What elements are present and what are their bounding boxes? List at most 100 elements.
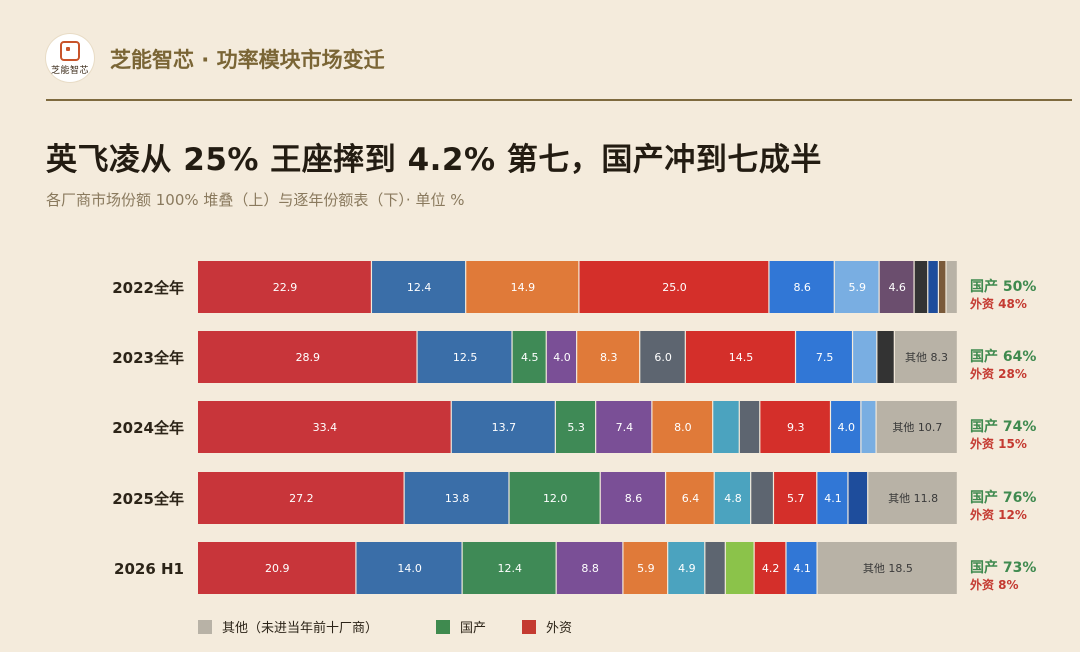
brand-title: 芝能智芯 · 功率模块市场变迁 (110, 48, 385, 72)
bar-segment (462, 542, 556, 594)
bar-segment (751, 472, 773, 524)
bar-segment (198, 472, 404, 524)
bar-segment (198, 331, 417, 383)
bar-segment (600, 472, 665, 524)
bar-segment (817, 472, 848, 524)
bar-segment (877, 331, 894, 383)
data-label: 8.6 (625, 492, 643, 505)
category-label: 2023全年 (112, 349, 184, 367)
bar-segment (556, 542, 623, 594)
data-label: 9.3 (787, 421, 805, 434)
bar-segment (848, 472, 868, 524)
bar-segment (685, 331, 795, 383)
data-label: 28.9 (296, 351, 321, 364)
foreign-share-label: 外资 12% (970, 507, 1027, 522)
bar-segment (577, 331, 640, 383)
data-label: 其他 8.3 (905, 351, 948, 364)
data-label: 5.9 (849, 281, 867, 294)
domestic-share-label: 国产 76% (970, 489, 1036, 506)
page-subtitle: 各厂商市场份额 100% 堆叠（上）与逐年份额表（下）· 单位 % (46, 191, 465, 209)
brand-logo: 芝能智芯 (46, 34, 94, 82)
bar-segment (853, 331, 877, 383)
legend-swatch-other (198, 619, 212, 634)
data-label: 4.1 (824, 492, 842, 505)
domestic-share-label: 国产 50% (970, 278, 1036, 295)
data-label: 13.8 (445, 492, 470, 505)
data-label: 20.9 (265, 562, 290, 575)
data-label: 12.4 (407, 281, 432, 294)
bar-segment (739, 401, 760, 453)
data-label: 其他 18.5 (863, 562, 913, 575)
bar-segment (555, 401, 596, 453)
data-label: 4.8 (724, 492, 742, 505)
data-label: 4.1 (793, 562, 811, 575)
data-label: 4.5 (521, 351, 539, 364)
data-label: 14.9 (511, 281, 536, 294)
bar-segment (417, 331, 512, 383)
domestic-share-label: 国产 64% (970, 348, 1036, 365)
bar-segment (879, 261, 914, 313)
foreign-share-label: 外资 8% (970, 577, 1019, 592)
bar-segment (914, 261, 928, 313)
bar-segment (760, 401, 830, 453)
data-label: 7.4 (616, 421, 634, 434)
bar-segment (466, 261, 579, 313)
bar-segment (786, 542, 817, 594)
data-label: 12.0 (543, 492, 568, 505)
data-label: 7.5 (816, 351, 834, 364)
data-label: 5.7 (787, 492, 805, 505)
legend-swatch-foreign (522, 619, 536, 634)
bar-segment (198, 542, 356, 594)
data-label: 8.3 (600, 351, 618, 364)
bar-segment (198, 401, 451, 453)
chip-icon (60, 40, 80, 61)
bar-segment (404, 472, 509, 524)
foreign-share-label: 外资 28% (970, 366, 1027, 381)
data-label: 14.0 (397, 562, 422, 575)
bar-segment (640, 331, 685, 383)
bar-segment (946, 261, 957, 313)
bar-segment (928, 261, 938, 313)
legend-label-domestic: 国产 (460, 621, 487, 636)
bar-segment (356, 542, 462, 594)
legend-label-foreign: 外资 (546, 621, 573, 636)
data-label: 4.2 (762, 562, 780, 575)
header-divider (46, 99, 1072, 101)
data-label: 27.2 (289, 492, 314, 505)
bar-segment (372, 261, 466, 313)
bar-segment (596, 401, 652, 453)
data-label: 8.8 (581, 562, 599, 575)
bar-segment (705, 542, 725, 594)
legend-swatch-domestic (436, 619, 450, 634)
bar-segment (754, 542, 786, 594)
bar-segment (198, 261, 371, 313)
bar-segment (831, 401, 861, 453)
bar-segment (834, 261, 879, 313)
bar-segment (876, 401, 957, 453)
legend-label-other: 其他（未进当年前十厂商） (222, 621, 379, 636)
bar-segment (666, 472, 714, 524)
data-label: 6.0 (654, 351, 672, 364)
data-label: 6.4 (682, 492, 700, 505)
bar-segment (451, 401, 555, 453)
data-label: 13.7 (492, 421, 517, 434)
bar-segment (512, 331, 546, 383)
bar-segment (509, 472, 600, 524)
data-label: 25.0 (662, 281, 687, 294)
foreign-share-label: 外资 48% (970, 296, 1027, 311)
data-label: 4.0 (838, 421, 856, 434)
data-label: 5.9 (637, 562, 655, 575)
data-label: 其他 11.8 (888, 492, 938, 505)
data-label: 4.6 (888, 281, 906, 294)
bar-segment (714, 472, 751, 524)
category-label: 2024全年 (112, 419, 184, 437)
data-label: 33.4 (313, 421, 338, 434)
header: 芝能智芯 芝能智芯 · 功率模块市场变迁 (46, 32, 1072, 100)
bar-segment (725, 542, 754, 594)
legend-item-domestic: 国产 (436, 617, 486, 636)
data-label: 12.5 (453, 351, 478, 364)
data-label: 8.6 (793, 281, 811, 294)
category-label: 2022全年 (112, 279, 184, 297)
data-label: 8.0 (674, 421, 692, 434)
